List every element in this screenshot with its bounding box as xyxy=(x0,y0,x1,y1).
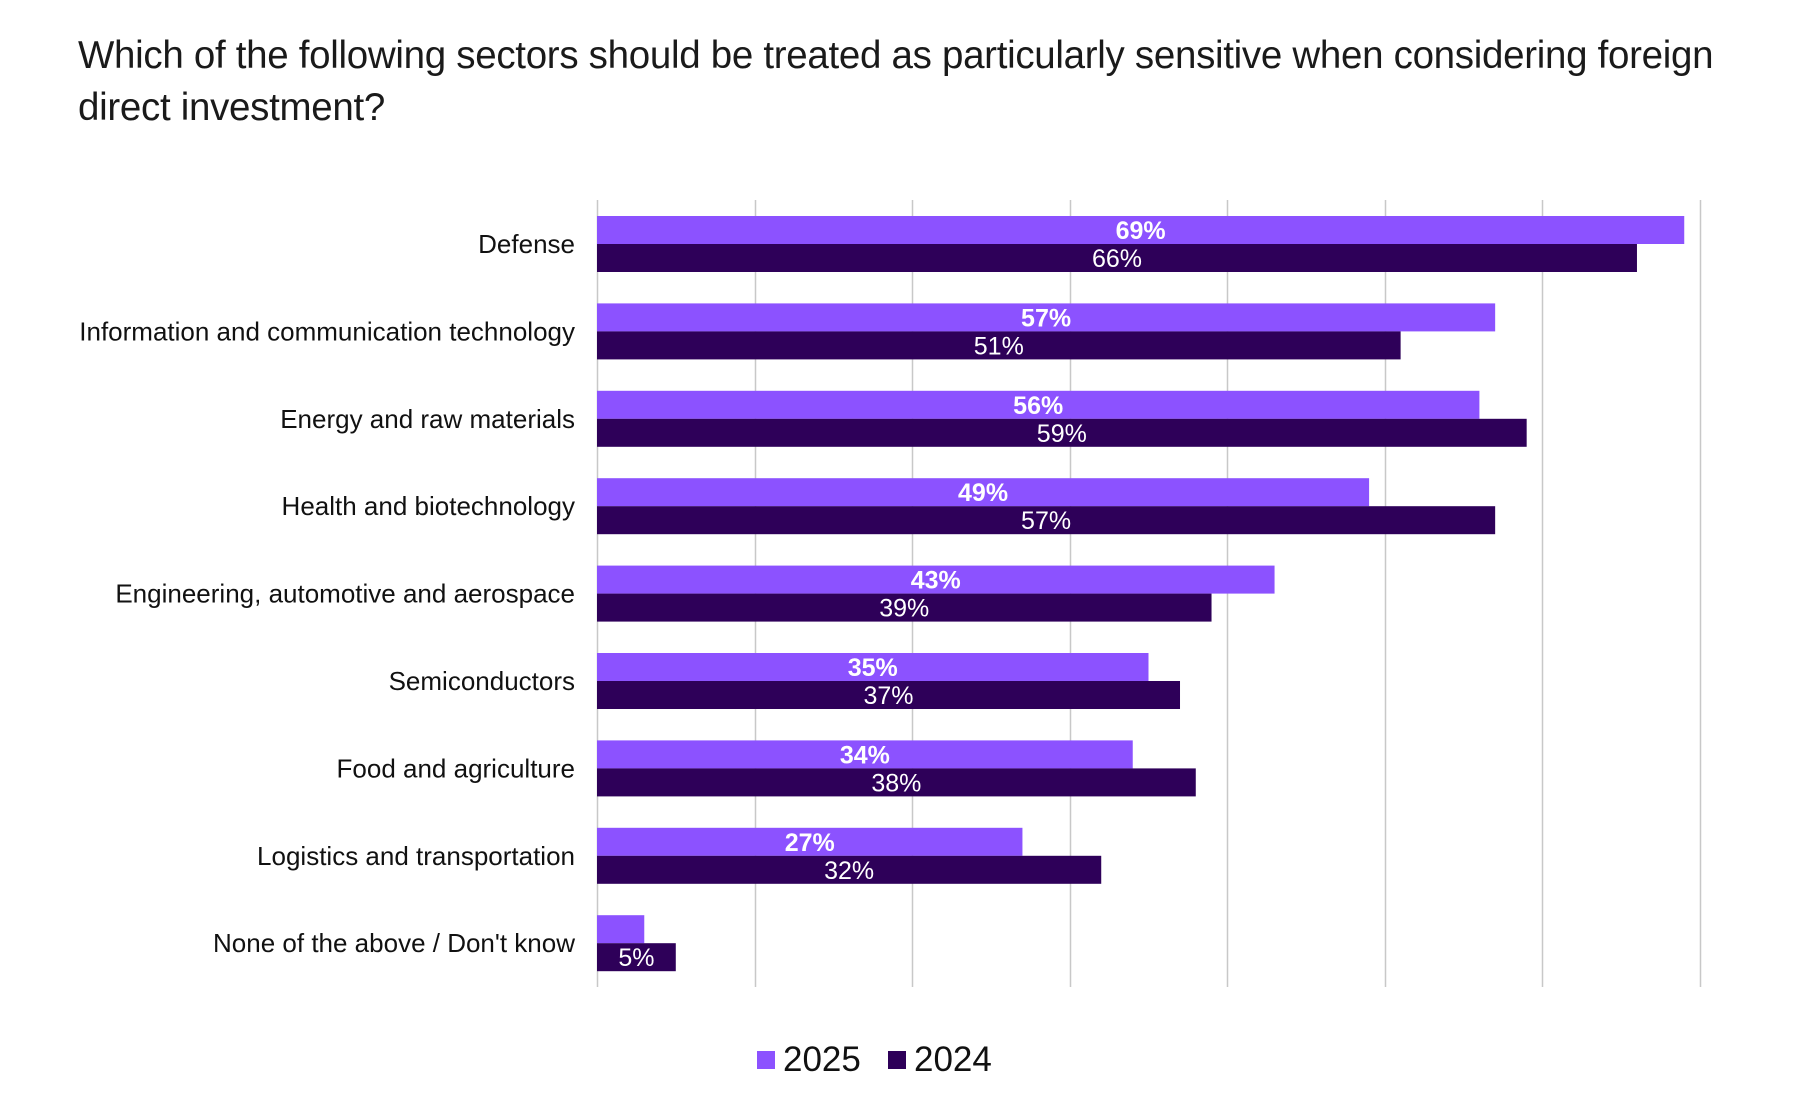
legend-label-2024: 2024 xyxy=(914,1040,992,1079)
bar-2024 xyxy=(597,593,1212,622)
value-label-2024: 37% xyxy=(863,682,913,710)
category-labels: Defense Information and communication tec… xyxy=(79,229,575,958)
legend-item-2024: 2024 xyxy=(888,1040,992,1080)
value-label-2025: 34% xyxy=(840,741,890,769)
value-label-2024: 5% xyxy=(618,944,654,972)
legend-item-2025: 2025 xyxy=(757,1040,861,1080)
legend-swatch-2024 xyxy=(888,1051,906,1069)
category-label: Engineering, automotive and aerospace xyxy=(115,579,575,609)
category-label: Energy and raw materials xyxy=(280,404,575,434)
bar-2024 xyxy=(597,855,1102,884)
category-label: Health and biotechnology xyxy=(282,491,575,521)
bar-2025 xyxy=(597,653,1149,681)
value-labels: 69%66%57%51%56%59%49%57%43%39%35%37%34%3… xyxy=(618,217,1165,972)
value-label-2025: 57% xyxy=(1021,304,1071,332)
value-label-2024: 38% xyxy=(871,769,921,797)
bar-2025 xyxy=(597,915,645,944)
value-label-2025: 49% xyxy=(958,479,1008,507)
bar-2025 xyxy=(597,303,1496,332)
value-label-2024: 39% xyxy=(879,595,929,623)
bar-2025 xyxy=(597,565,1275,594)
category-label: Food and agriculture xyxy=(337,753,575,783)
bar-2024 xyxy=(597,506,1496,535)
value-label-2025: 43% xyxy=(911,567,961,595)
chart-title: Which of the following sectors should be… xyxy=(78,34,1714,129)
bar-2024 xyxy=(597,418,1527,447)
legend-swatch-2025 xyxy=(757,1051,775,1069)
value-label-2025: 69% xyxy=(1116,217,1166,245)
bar-2024 xyxy=(597,943,676,972)
category-label: Logistics and transportation xyxy=(257,841,575,871)
bar-2024 xyxy=(597,768,1196,797)
value-label-2025: 35% xyxy=(848,654,898,682)
bar-2025 xyxy=(597,390,1480,419)
bar-2024 xyxy=(597,331,1401,360)
bars xyxy=(597,216,1685,972)
legend-label-2025: 2025 xyxy=(783,1040,861,1079)
bar-2025 xyxy=(597,478,1370,507)
bar-2024 xyxy=(597,244,1637,272)
value-label-2024: 32% xyxy=(824,857,874,885)
category-label: None of the above / Don't know xyxy=(213,928,575,958)
category-label: Defense xyxy=(478,229,575,259)
value-label-2025: 27% xyxy=(785,829,835,857)
value-label-2024: 57% xyxy=(1021,507,1071,535)
category-label: Information and communication technology xyxy=(79,316,575,346)
bar-2024 xyxy=(597,681,1181,709)
value-label-2024: 51% xyxy=(974,332,1024,360)
bar-2025 xyxy=(597,740,1133,769)
category-label: Semiconductors xyxy=(389,666,575,696)
value-label-2025: 56% xyxy=(1013,392,1063,420)
bar-2025 xyxy=(597,216,1685,244)
value-label-2024: 66% xyxy=(1092,245,1142,273)
value-label-2024: 59% xyxy=(1037,420,1087,448)
bar-2025 xyxy=(597,827,1023,856)
